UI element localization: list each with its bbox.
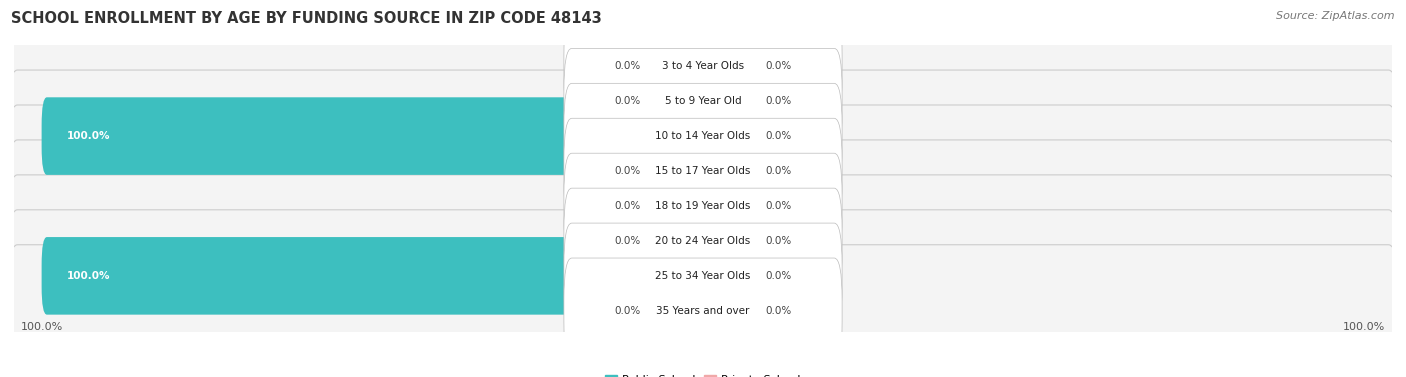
FancyBboxPatch shape — [700, 38, 759, 95]
Text: 15 to 17 Year Olds: 15 to 17 Year Olds — [655, 166, 751, 176]
FancyBboxPatch shape — [700, 178, 759, 234]
Text: 100.0%: 100.0% — [21, 322, 63, 332]
Text: Source: ZipAtlas.com: Source: ZipAtlas.com — [1277, 11, 1395, 21]
FancyBboxPatch shape — [564, 223, 842, 329]
Text: 25 to 34 Year Olds: 25 to 34 Year Olds — [655, 271, 751, 281]
FancyBboxPatch shape — [564, 258, 842, 363]
FancyBboxPatch shape — [7, 245, 1399, 377]
Text: SCHOOL ENROLLMENT BY AGE BY FUNDING SOURCE IN ZIP CODE 48143: SCHOOL ENROLLMENT BY AGE BY FUNDING SOUR… — [11, 11, 602, 26]
FancyBboxPatch shape — [647, 213, 706, 269]
FancyBboxPatch shape — [647, 38, 706, 95]
FancyBboxPatch shape — [700, 282, 759, 339]
Text: 3 to 4 Year Olds: 3 to 4 Year Olds — [662, 61, 744, 71]
Text: 35 Years and over: 35 Years and over — [657, 306, 749, 316]
FancyBboxPatch shape — [7, 0, 1399, 132]
Text: 100.0%: 100.0% — [66, 131, 110, 141]
FancyBboxPatch shape — [564, 153, 842, 259]
FancyBboxPatch shape — [42, 237, 709, 315]
Text: 0.0%: 0.0% — [765, 96, 792, 106]
Text: 0.0%: 0.0% — [765, 306, 792, 316]
FancyBboxPatch shape — [564, 14, 842, 119]
FancyBboxPatch shape — [42, 97, 709, 175]
Text: 100.0%: 100.0% — [66, 271, 110, 281]
Text: 10 to 14 Year Olds: 10 to 14 Year Olds — [655, 131, 751, 141]
Text: 0.0%: 0.0% — [765, 61, 792, 71]
FancyBboxPatch shape — [564, 83, 842, 189]
FancyBboxPatch shape — [647, 282, 706, 339]
Text: 0.0%: 0.0% — [765, 131, 792, 141]
Text: 0.0%: 0.0% — [765, 236, 792, 246]
FancyBboxPatch shape — [7, 105, 1399, 237]
FancyBboxPatch shape — [700, 213, 759, 269]
Text: 0.0%: 0.0% — [614, 166, 641, 176]
FancyBboxPatch shape — [7, 70, 1399, 202]
FancyBboxPatch shape — [700, 248, 759, 304]
Text: 5 to 9 Year Old: 5 to 9 Year Old — [665, 96, 741, 106]
FancyBboxPatch shape — [647, 73, 706, 129]
Legend: Public School, Private School: Public School, Private School — [600, 370, 806, 377]
FancyBboxPatch shape — [7, 175, 1399, 307]
Text: 0.0%: 0.0% — [614, 306, 641, 316]
FancyBboxPatch shape — [647, 178, 706, 234]
FancyBboxPatch shape — [700, 108, 759, 164]
FancyBboxPatch shape — [7, 140, 1399, 272]
FancyBboxPatch shape — [700, 143, 759, 199]
FancyBboxPatch shape — [7, 35, 1399, 167]
Text: 18 to 19 Year Olds: 18 to 19 Year Olds — [655, 201, 751, 211]
FancyBboxPatch shape — [647, 143, 706, 199]
FancyBboxPatch shape — [564, 188, 842, 294]
Text: 0.0%: 0.0% — [765, 271, 792, 281]
Text: 0.0%: 0.0% — [765, 201, 792, 211]
Text: 0.0%: 0.0% — [614, 61, 641, 71]
Text: 100.0%: 100.0% — [1343, 322, 1385, 332]
Text: 0.0%: 0.0% — [614, 96, 641, 106]
FancyBboxPatch shape — [564, 48, 842, 154]
Text: 0.0%: 0.0% — [765, 166, 792, 176]
Text: 0.0%: 0.0% — [614, 236, 641, 246]
FancyBboxPatch shape — [700, 73, 759, 129]
Text: 20 to 24 Year Olds: 20 to 24 Year Olds — [655, 236, 751, 246]
FancyBboxPatch shape — [564, 118, 842, 224]
Text: 0.0%: 0.0% — [614, 201, 641, 211]
FancyBboxPatch shape — [7, 210, 1399, 342]
